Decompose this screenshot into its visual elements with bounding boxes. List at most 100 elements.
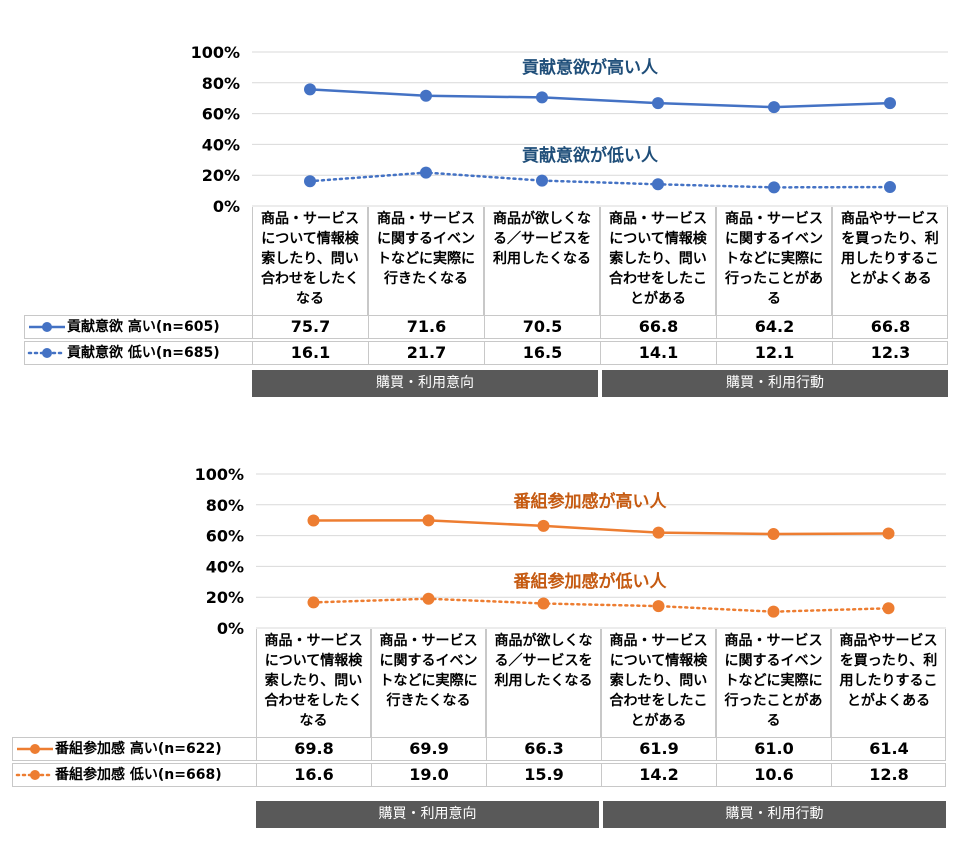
table-cell: 71.6 bbox=[368, 316, 484, 338]
group-label: 購買・利用行動 bbox=[603, 801, 946, 828]
table-cell: 66.3 bbox=[486, 738, 601, 760]
table-cell: 69.8 bbox=[256, 738, 371, 760]
table-cell: 12.1 bbox=[716, 342, 832, 364]
y-tick-label: 20% bbox=[202, 166, 240, 185]
table-cell: 66.8 bbox=[600, 316, 716, 338]
legend-symbol bbox=[27, 348, 67, 358]
legend-symbol bbox=[29, 322, 65, 332]
data-point bbox=[422, 514, 435, 527]
data-point bbox=[422, 592, 435, 605]
category-label: 商品・サービスに関するイベントなどに実際に行きたくなる bbox=[368, 207, 484, 315]
table-cell: 12.8 bbox=[831, 764, 946, 786]
y-tick-label: 20% bbox=[206, 588, 244, 607]
data-point bbox=[307, 514, 320, 527]
table-cell: 64.2 bbox=[716, 316, 832, 338]
table-cell: 16.5 bbox=[484, 342, 600, 364]
table-row: 貢献意欲 高い(n=605) 75.7 71.6 70.5 66.8 64.2 66.8 bbox=[24, 315, 948, 339]
table-cell: 15.9 bbox=[486, 764, 601, 786]
table-cell: 69.9 bbox=[371, 738, 486, 760]
y-tick-label: 0% bbox=[217, 619, 244, 638]
category-label: 商品が欲しくなる／サービスを利用したくなる bbox=[484, 207, 600, 315]
table-cell: 61.4 bbox=[831, 738, 946, 760]
data-point bbox=[652, 178, 664, 191]
series-annotation: 番組参加感が低い人 bbox=[513, 571, 668, 592]
category-label: 商品・サービスに関するイベントなどに実際に行ったことがある bbox=[716, 207, 832, 315]
table-cell: 12.3 bbox=[832, 342, 948, 364]
table-cell: 19.0 bbox=[371, 764, 486, 786]
category-label: 商品・サービスについて情報検索したり、問い合わせをしたことがある bbox=[601, 629, 716, 737]
table-cell: 10.6 bbox=[716, 764, 831, 786]
table-cell: 75.7 bbox=[252, 316, 368, 338]
group-label: 購買・利用意向 bbox=[252, 370, 598, 397]
legend-label: 番組参加感 高い(n=622) bbox=[55, 741, 222, 757]
table-cell: 21.7 bbox=[368, 342, 484, 364]
y-tick-label: 60% bbox=[202, 105, 240, 124]
y-tick-label: 100% bbox=[191, 43, 240, 62]
category-label: 商品やサービスを買ったり、利用したりすることがよくある bbox=[831, 629, 946, 737]
series-annotation: 貢献意欲が高い人 bbox=[522, 57, 659, 78]
data-point bbox=[420, 166, 432, 179]
table-cell: 16.1 bbox=[252, 342, 368, 364]
data-point bbox=[882, 602, 895, 615]
y-tick-label: 0% bbox=[213, 197, 240, 216]
y-tick-label: 80% bbox=[206, 496, 244, 515]
table-cell: 14.2 bbox=[601, 764, 716, 786]
table-row: 番組参加感 低い(n=668) 16.6 19.0 15.9 14.2 10.6 12.8 bbox=[12, 763, 946, 787]
table-row: 貢献意欲 低い(n=685) 16.1 21.7 16.5 14.1 12.1 12.3 bbox=[24, 341, 948, 365]
data-point bbox=[304, 175, 316, 188]
category-label: 商品・サービスについて情報検索したり、問い合わせをしたくなる bbox=[252, 207, 368, 315]
data-point bbox=[536, 174, 548, 187]
category-label: 商品・サービスに関するイベントなどに実際に行きたくなる bbox=[371, 629, 486, 737]
category-label: 商品やサービスを買ったり、利用したりすることがよくある bbox=[832, 207, 948, 315]
table-cell: 16.6 bbox=[256, 764, 371, 786]
data-point bbox=[882, 527, 895, 540]
data-point bbox=[768, 181, 780, 194]
legend-symbol bbox=[15, 770, 55, 780]
data-point bbox=[420, 89, 432, 102]
data-point bbox=[884, 97, 896, 110]
data-point bbox=[652, 600, 665, 613]
table-cell: 61.0 bbox=[716, 738, 831, 760]
data-point bbox=[767, 605, 780, 618]
series-line-high bbox=[313, 519, 889, 536]
data-point bbox=[884, 181, 896, 194]
group-label: 購買・利用意向 bbox=[256, 801, 599, 828]
chart-panel-participation: 0% 20% 40% 60% 80% 100% 番組参加感が高い人 番組参加感が低い人商品・サ… bbox=[0, 422, 966, 852]
chart-panel-contribution: 0% 20% 40% 60% 80% 100% 貢献意欲が高い人 貢献意欲が低い人商品・サービ… bbox=[0, 0, 966, 420]
data-point bbox=[304, 83, 316, 96]
data-point bbox=[307, 596, 320, 609]
data-point bbox=[537, 519, 550, 532]
category-label: 商品・サービスに関するイベントなどに実際に行ったことがある bbox=[716, 629, 831, 737]
legend-label: 貢献意欲 高い(n=605) bbox=[67, 319, 220, 335]
table-cell: 66.8 bbox=[832, 316, 948, 338]
legend-label: 貢献意欲 低い(n=685) bbox=[67, 345, 220, 361]
series-line-low bbox=[308, 171, 892, 189]
category-label: 商品・サービスについて情報検索したり、問い合わせをしたことがある bbox=[600, 207, 716, 315]
y-tick-label: 80% bbox=[202, 74, 240, 93]
series-annotation: 番組参加感が高い人 bbox=[513, 491, 668, 512]
legend-symbol bbox=[17, 744, 53, 754]
data-point bbox=[652, 526, 665, 539]
y-tick-label: 40% bbox=[202, 135, 240, 154]
table-cell: 14.1 bbox=[600, 342, 716, 364]
table-cell: 61.9 bbox=[601, 738, 716, 760]
category-label: 商品・サービスについて情報検索したり、問い合わせをしたくなる bbox=[256, 629, 371, 737]
data-point bbox=[767, 528, 780, 541]
series-annotation: 貢献意欲が低い人 bbox=[522, 145, 659, 166]
series-line-low bbox=[312, 597, 890, 613]
y-tick-label: 60% bbox=[206, 527, 244, 546]
table-row: 番組参加感 高い(n=622) 69.8 69.9 66.3 61.9 61.0 61.4 bbox=[12, 737, 946, 761]
data-point bbox=[536, 91, 548, 104]
category-label: 商品が欲しくなる／サービスを利用したくなる bbox=[486, 629, 601, 737]
data-point bbox=[537, 597, 550, 610]
data-point bbox=[652, 97, 664, 110]
series-line-high bbox=[309, 88, 891, 109]
legend-label: 番組参加感 低い(n=668) bbox=[55, 767, 222, 783]
y-tick-label: 100% bbox=[195, 465, 244, 484]
group-label: 購買・利用行動 bbox=[602, 370, 948, 397]
data-point bbox=[768, 101, 780, 114]
y-tick-label: 40% bbox=[206, 557, 244, 576]
table-cell: 70.5 bbox=[484, 316, 600, 338]
